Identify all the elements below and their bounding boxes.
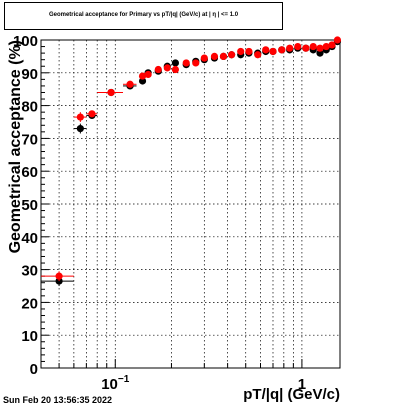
y-tick-labels: 0 10 20 30 40 50 60 70 80 90 100 [13, 33, 38, 378]
data-point [76, 124, 84, 133]
data-point [316, 44, 324, 52]
data-point [237, 47, 245, 56]
data-point [200, 54, 208, 62]
data-point [245, 47, 253, 56]
y-tick-label: 60 [21, 164, 38, 181]
x-tick-labels: 10−1 1 [101, 374, 306, 393]
data-series [41, 36, 342, 286]
chart-title-box: Geometrical acceptance for Primary vs pT… [4, 2, 283, 30]
y-tick-label: 20 [21, 295, 38, 312]
x-tick-label: 10−1 [101, 374, 130, 393]
y-tick-label: 80 [21, 99, 38, 116]
data-point [302, 44, 310, 52]
data-point [294, 42, 302, 51]
data-point [262, 46, 270, 54]
data-point [316, 49, 324, 57]
data-point [269, 47, 277, 56]
data-point [278, 46, 286, 54]
data-point [309, 42, 317, 51]
data-point [154, 65, 162, 74]
data-point [76, 113, 84, 121]
data-point [171, 65, 180, 74]
y-tick-label: 100 [13, 33, 38, 50]
y-tick-label: 40 [21, 230, 38, 247]
datestamp: Sun Feb 20 13:56:35 2022 [3, 395, 113, 405]
data-point [328, 41, 336, 49]
data-point [322, 42, 330, 51]
y-tick-label: 70 [21, 131, 38, 148]
x-axis-title: pT/|q| (GeV/c) [243, 386, 340, 403]
data-point [182, 59, 190, 67]
y-tick-label: 30 [21, 263, 38, 280]
data-point [107, 88, 115, 97]
data-point [333, 36, 342, 44]
data-point [254, 51, 262, 59]
y-tick-label: 0 [30, 361, 38, 378]
y-tick-label: 10 [21, 328, 38, 345]
y-tick-label: 90 [21, 66, 38, 83]
data-point [138, 72, 147, 80]
data-point [163, 64, 171, 72]
data-point [192, 59, 200, 67]
y-tick-label: 50 [21, 197, 38, 214]
data-point [138, 77, 147, 85]
data-point [286, 44, 294, 52]
data-point [144, 70, 152, 79]
axis-ticks [41, 39, 303, 369]
data-point [210, 52, 219, 61]
chart-title: Geometrical acceptance for Primary vs pT… [48, 12, 239, 18]
x-tick-label: 1 [298, 376, 306, 393]
data-point [126, 80, 134, 88]
data-point [88, 110, 96, 118]
series-0 [41, 38, 342, 286]
data-point [55, 272, 63, 280]
data-point [219, 52, 228, 61]
grid-lines [41, 40, 340, 368]
data-point [227, 51, 236, 59]
series-1 [41, 36, 342, 282]
data-point [171, 59, 180, 67]
y-axis-title: Geometrical acceptance (%) [7, 40, 24, 253]
